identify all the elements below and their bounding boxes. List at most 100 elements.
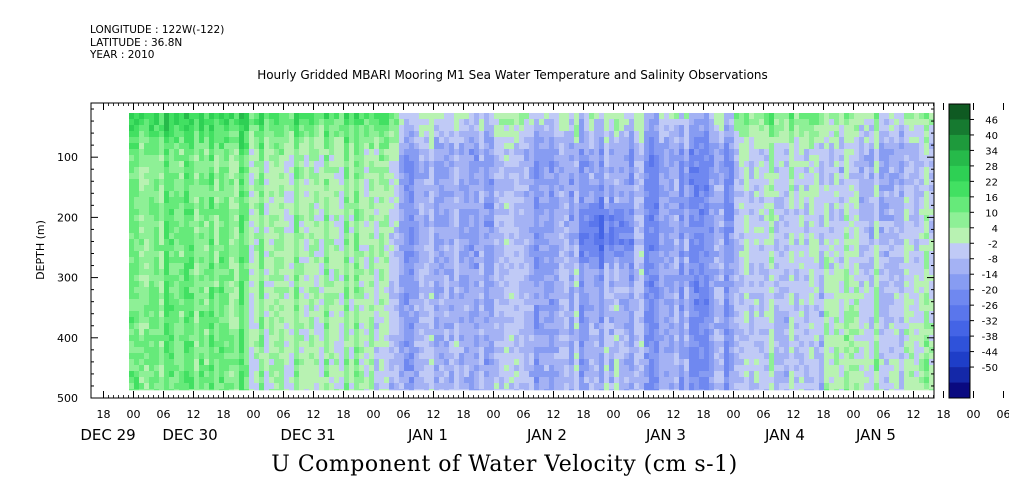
- heatmap-cell: [424, 359, 430, 366]
- heatmap-cell: [404, 221, 410, 228]
- heatmap-cell: [354, 353, 360, 360]
- heatmap-cell: [269, 179, 275, 186]
- heatmap-cell: [629, 287, 635, 294]
- heatmap-cell: [484, 185, 490, 192]
- heatmap-cell: [334, 341, 340, 348]
- heatmap-cell: [174, 269, 180, 276]
- heatmap-cell: [319, 161, 325, 168]
- heatmap-cell: [394, 245, 400, 252]
- heatmap-cell: [579, 347, 585, 354]
- heatmap-cell: [539, 239, 545, 246]
- heatmap-cell: [304, 221, 310, 228]
- heatmap-cell: [389, 377, 395, 384]
- heatmap-cell: [269, 341, 275, 348]
- heatmap-cell: [214, 131, 220, 138]
- heatmap-cell: [399, 191, 405, 198]
- heatmap-cell: [209, 377, 215, 384]
- heatmap-cell: [194, 143, 200, 150]
- heatmap-cell: [529, 221, 535, 228]
- heatmap-cell: [399, 353, 405, 360]
- heatmap-cell: [194, 359, 200, 366]
- heatmap-cell: [494, 353, 500, 360]
- heatmap-cell: [324, 125, 330, 132]
- heatmap-cell: [514, 329, 520, 336]
- heatmap-cell: [504, 383, 510, 390]
- heatmap-cell: [464, 227, 470, 234]
- heatmap-cell: [514, 251, 520, 258]
- heatmap-cell: [564, 155, 570, 162]
- heatmap-cell: [339, 155, 345, 162]
- heatmap-cell: [224, 341, 230, 348]
- heatmap-cell: [429, 245, 435, 252]
- heatmap-cell: [349, 143, 355, 150]
- heatmap-cell: [574, 215, 580, 222]
- heatmap-cell: [354, 245, 360, 252]
- heatmap-cell: [589, 143, 595, 150]
- heatmap-cell: [464, 305, 470, 312]
- heatmap-cell: [424, 197, 430, 204]
- heatmap-cell: [569, 203, 575, 210]
- heatmap-cell: [304, 377, 310, 384]
- heatmap-cell: [154, 137, 160, 144]
- year-label: YEAR : 2010: [90, 49, 155, 61]
- heatmap-cell: [429, 257, 435, 264]
- heatmap-cell: [284, 227, 290, 234]
- heatmap-cell: [334, 389, 340, 391]
- heatmap-cell: [554, 299, 560, 306]
- heatmap-cell: [399, 275, 405, 282]
- heatmap-cell: [459, 269, 465, 276]
- heatmap-cell: [319, 179, 325, 186]
- heatmap-cell: [164, 257, 170, 264]
- heatmap-cell: [349, 149, 355, 156]
- heatmap-cell: [424, 191, 430, 198]
- heatmap-cell: [439, 143, 445, 150]
- heatmap-cell: [584, 125, 590, 132]
- heatmap-cell: [554, 119, 560, 126]
- heatmap-cell: [414, 305, 420, 312]
- heatmap-cell: [614, 239, 620, 246]
- heatmap-cell: [544, 119, 550, 126]
- heatmap-cell: [384, 365, 390, 372]
- heatmap-cell: [634, 209, 640, 216]
- heatmap-cell: [404, 371, 410, 378]
- heatmap-cell: [599, 221, 605, 228]
- heatmap-cell: [174, 191, 180, 198]
- heatmap-cell: [504, 311, 510, 318]
- heatmap-cell: [239, 317, 245, 324]
- heatmap-cell: [579, 125, 585, 132]
- heatmap-cell: [484, 239, 490, 246]
- heatmap-cell: [369, 365, 375, 372]
- heatmap-cell: [439, 287, 445, 294]
- heatmap-cell: [434, 179, 440, 186]
- heatmap-cell: [314, 185, 320, 192]
- heatmap-cell: [224, 227, 230, 234]
- heatmap-cell: [244, 233, 250, 240]
- heatmap-cell: [654, 119, 660, 126]
- heatmap-cell: [414, 137, 420, 144]
- heatmap-cell: [139, 215, 145, 222]
- heatmap-cell: [369, 233, 375, 240]
- heatmap-cell: [654, 251, 660, 258]
- heatmap-cell: [519, 341, 525, 348]
- heatmap-cell: [624, 173, 630, 180]
- heatmap-cell: [579, 281, 585, 288]
- heatmap-cell: [294, 251, 300, 258]
- heatmap-cell: [419, 263, 425, 270]
- heatmap-cell: [329, 341, 335, 348]
- heatmap-cell: [344, 185, 350, 192]
- heatmap-cell: [364, 317, 370, 324]
- heatmap-cell: [519, 167, 525, 174]
- heatmap-cell: [479, 113, 485, 120]
- heatmap-cell: [474, 155, 480, 162]
- heatmap-cell: [374, 317, 380, 324]
- heatmap-cell: [504, 341, 510, 348]
- heatmap-cell: [259, 119, 265, 126]
- heatmap-cell: [239, 233, 245, 240]
- heatmap-cell: [324, 173, 330, 180]
- heatmap-cell: [224, 275, 230, 282]
- heatmap-cell: [339, 305, 345, 312]
- heatmap-cell: [459, 257, 465, 264]
- heatmap-cell: [614, 167, 620, 174]
- heatmap-cell: [139, 119, 145, 126]
- heatmap-cell: [579, 113, 585, 120]
